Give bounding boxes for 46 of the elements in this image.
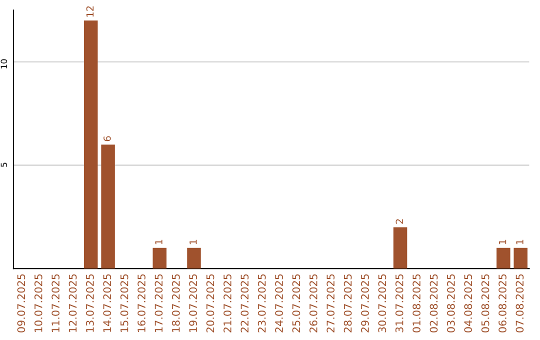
data-label: 6 xyxy=(104,136,111,142)
bar xyxy=(496,248,510,269)
x-tick-label: 15.07.2025 xyxy=(120,274,128,332)
x-tick-label: 14.07.2025 xyxy=(103,274,112,332)
bar xyxy=(101,144,115,269)
x-tick-label: 28.07.2025 xyxy=(344,274,352,332)
x-tick-label: 09.07.2025 xyxy=(17,274,26,332)
x-tick-label: 18.07.2025 xyxy=(172,274,180,332)
bar xyxy=(187,248,201,269)
x-tick-label: 22.07.2025 xyxy=(240,274,249,332)
x-tick-label: 12.07.2025 xyxy=(68,274,77,332)
x-tick-label: 23.07.2025 xyxy=(258,274,266,332)
x-tick-label: 21.07.2025 xyxy=(224,274,232,332)
x-tick-label: 26.07.2025 xyxy=(309,274,318,332)
x-tick-label: 27.07.2025 xyxy=(326,274,335,332)
x-tick-label: 29.07.2025 xyxy=(361,274,369,332)
data-label: 1 xyxy=(155,240,162,244)
x-tick-label: 24.07.2025 xyxy=(275,274,283,332)
data-label: 1 xyxy=(499,240,506,244)
x-tick-label: 25.07.2025 xyxy=(292,274,300,332)
x-tick-label: 05.08.2025 xyxy=(481,274,490,332)
y-tick-label: 10 xyxy=(0,59,8,68)
x-tick-label: 31.07.2025 xyxy=(395,274,404,332)
x-tick-label: 02.08.2025 xyxy=(430,274,438,332)
x-tick-label: 20.07.2025 xyxy=(206,274,214,332)
x-tick-label: 11.07.2025 xyxy=(52,274,60,332)
x-tick-label: 16.07.2025 xyxy=(138,274,146,332)
bar xyxy=(393,227,408,269)
x-tick-label: 07.08.2025 xyxy=(516,274,524,332)
data-label: 12 xyxy=(86,6,94,17)
x-tick-label: 01.08.2025 xyxy=(412,274,420,332)
data-label: 1 xyxy=(190,240,197,244)
x-tick-label: 04.08.2025 xyxy=(464,274,472,332)
x-tick-label: 10.07.2025 xyxy=(34,274,42,332)
bar xyxy=(152,248,166,269)
x-tick-label: 13.07.2025 xyxy=(86,274,94,332)
bar xyxy=(84,20,98,269)
data-label: 1 xyxy=(516,240,524,244)
x-tick-label: 06.08.2025 xyxy=(498,274,506,332)
x-tick-label: 30.07.2025 xyxy=(378,274,386,332)
y-tick-label: 5 xyxy=(0,162,8,167)
x-tick-label: 03.08.2025 xyxy=(446,274,455,332)
x-tick-label: 19.07.2025 xyxy=(189,274,198,332)
data-label: 2 xyxy=(396,219,403,224)
x-tick-label: 17.07.2025 xyxy=(154,274,163,332)
bar xyxy=(514,248,528,269)
